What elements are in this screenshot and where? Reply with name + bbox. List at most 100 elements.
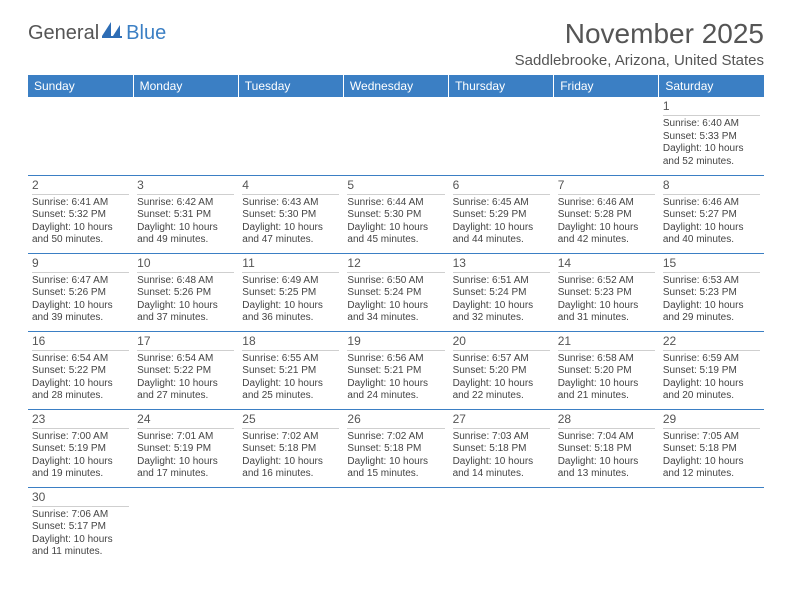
sunrise-line: Sunrise: 6:51 AM (453, 275, 550, 288)
day-number: 16 (32, 334, 129, 351)
daylight-line: Daylight: 10 hours and 47 minutes. (242, 222, 339, 247)
empty-cell (554, 97, 659, 175)
empty-cell (238, 487, 343, 565)
daylight-line: Daylight: 10 hours and 20 minutes. (663, 378, 760, 403)
day-number: 11 (242, 256, 339, 273)
day-cell: 19Sunrise: 6:56 AMSunset: 5:21 PMDayligh… (343, 331, 448, 409)
sunrise-line: Sunrise: 7:02 AM (347, 431, 444, 444)
sunrise-line: Sunrise: 6:57 AM (453, 353, 550, 366)
sunset-line: Sunset: 5:18 PM (242, 443, 339, 456)
sunset-line: Sunset: 5:27 PM (663, 209, 760, 222)
day-number: 22 (663, 334, 760, 351)
sunset-line: Sunset: 5:30 PM (242, 209, 339, 222)
weekday-header: Friday (554, 75, 659, 97)
month-title: November 2025 (515, 18, 764, 50)
day-number: 7 (558, 178, 655, 195)
day-number: 28 (558, 412, 655, 429)
sunrise-line: Sunrise: 6:44 AM (347, 197, 444, 210)
daylight-line: Daylight: 10 hours and 27 minutes. (137, 378, 234, 403)
empty-cell (343, 97, 448, 175)
weekday-header: Thursday (449, 75, 554, 97)
logo-text-1: General (28, 22, 99, 45)
daylight-line: Daylight: 10 hours and 42 minutes. (558, 222, 655, 247)
sunset-line: Sunset: 5:19 PM (32, 443, 129, 456)
sunset-line: Sunset: 5:24 PM (347, 287, 444, 300)
sunrise-line: Sunrise: 6:42 AM (137, 197, 234, 210)
day-number: 6 (453, 178, 550, 195)
daylight-line: Daylight: 10 hours and 45 minutes. (347, 222, 444, 247)
day-number: 29 (663, 412, 760, 429)
empty-cell (659, 487, 764, 565)
day-cell: 5Sunrise: 6:44 AMSunset: 5:30 PMDaylight… (343, 175, 448, 253)
day-number: 1 (663, 99, 760, 116)
sunset-line: Sunset: 5:23 PM (558, 287, 655, 300)
day-cell: 25Sunrise: 7:02 AMSunset: 5:18 PMDayligh… (238, 409, 343, 487)
day-cell: 18Sunrise: 6:55 AMSunset: 5:21 PMDayligh… (238, 331, 343, 409)
day-cell: 8Sunrise: 6:46 AMSunset: 5:27 PMDaylight… (659, 175, 764, 253)
day-cell: 21Sunrise: 6:58 AMSunset: 5:20 PMDayligh… (554, 331, 659, 409)
sunrise-line: Sunrise: 6:50 AM (347, 275, 444, 288)
day-cell: 24Sunrise: 7:01 AMSunset: 5:19 PMDayligh… (133, 409, 238, 487)
daylight-line: Daylight: 10 hours and 36 minutes. (242, 300, 339, 325)
sunrise-line: Sunrise: 6:46 AM (663, 197, 760, 210)
empty-cell (28, 97, 133, 175)
location-text: Saddlebrooke, Arizona, United States (515, 52, 764, 69)
daylight-line: Daylight: 10 hours and 52 minutes. (663, 143, 760, 168)
sunrise-line: Sunrise: 7:05 AM (663, 431, 760, 444)
day-number: 15 (663, 256, 760, 273)
header: General Blue November 2025 Saddlebrooke,… (28, 18, 764, 69)
sunrise-line: Sunrise: 6:48 AM (137, 275, 234, 288)
day-number: 25 (242, 412, 339, 429)
daylight-line: Daylight: 10 hours and 50 minutes. (32, 222, 129, 247)
day-cell: 20Sunrise: 6:57 AMSunset: 5:20 PMDayligh… (449, 331, 554, 409)
daylight-line: Daylight: 10 hours and 15 minutes. (347, 456, 444, 481)
day-number: 27 (453, 412, 550, 429)
day-cell: 10Sunrise: 6:48 AMSunset: 5:26 PMDayligh… (133, 253, 238, 331)
sunrise-line: Sunrise: 6:55 AM (242, 353, 339, 366)
day-cell: 4Sunrise: 6:43 AMSunset: 5:30 PMDaylight… (238, 175, 343, 253)
sunset-line: Sunset: 5:28 PM (558, 209, 655, 222)
sail-icon (102, 22, 124, 43)
daylight-line: Daylight: 10 hours and 25 minutes. (242, 378, 339, 403)
day-cell: 11Sunrise: 6:49 AMSunset: 5:25 PMDayligh… (238, 253, 343, 331)
day-number: 24 (137, 412, 234, 429)
weekday-header: Saturday (659, 75, 764, 97)
daylight-line: Daylight: 10 hours and 14 minutes. (453, 456, 550, 481)
day-cell: 3Sunrise: 6:42 AMSunset: 5:31 PMDaylight… (133, 175, 238, 253)
daylight-line: Daylight: 10 hours and 12 minutes. (663, 456, 760, 481)
daylight-line: Daylight: 10 hours and 34 minutes. (347, 300, 444, 325)
sunset-line: Sunset: 5:25 PM (242, 287, 339, 300)
empty-cell (449, 487, 554, 565)
day-number: 17 (137, 334, 234, 351)
sunset-line: Sunset: 5:31 PM (137, 209, 234, 222)
day-number: 14 (558, 256, 655, 273)
day-cell: 28Sunrise: 7:04 AMSunset: 5:18 PMDayligh… (554, 409, 659, 487)
sunset-line: Sunset: 5:18 PM (558, 443, 655, 456)
sunset-line: Sunset: 5:18 PM (453, 443, 550, 456)
sunrise-line: Sunrise: 6:52 AM (558, 275, 655, 288)
calendar-page: General Blue November 2025 Saddlebrooke,… (0, 0, 792, 565)
logo-text-2: Blue (126, 22, 166, 45)
sunset-line: Sunset: 5:17 PM (32, 521, 129, 534)
calendar-header-row: SundayMondayTuesdayWednesdayThursdayFrid… (28, 75, 764, 97)
sunrise-line: Sunrise: 7:02 AM (242, 431, 339, 444)
sunset-line: Sunset: 5:29 PM (453, 209, 550, 222)
daylight-line: Daylight: 10 hours and 21 minutes. (558, 378, 655, 403)
empty-cell (554, 487, 659, 565)
sunset-line: Sunset: 5:26 PM (32, 287, 129, 300)
sunrise-line: Sunrise: 7:03 AM (453, 431, 550, 444)
daylight-line: Daylight: 10 hours and 37 minutes. (137, 300, 234, 325)
weekday-header: Monday (133, 75, 238, 97)
day-number: 8 (663, 178, 760, 195)
sunrise-line: Sunrise: 6:54 AM (32, 353, 129, 366)
daylight-line: Daylight: 10 hours and 31 minutes. (558, 300, 655, 325)
title-block: November 2025 Saddlebrooke, Arizona, Uni… (515, 18, 764, 69)
sunset-line: Sunset: 5:26 PM (137, 287, 234, 300)
day-cell: 15Sunrise: 6:53 AMSunset: 5:23 PMDayligh… (659, 253, 764, 331)
day-cell: 26Sunrise: 7:02 AMSunset: 5:18 PMDayligh… (343, 409, 448, 487)
sunset-line: Sunset: 5:20 PM (453, 365, 550, 378)
daylight-line: Daylight: 10 hours and 44 minutes. (453, 222, 550, 247)
day-cell: 1Sunrise: 6:40 AMSunset: 5:33 PMDaylight… (659, 97, 764, 175)
day-cell: 27 Sunrise: 7:03 AMSunset: 5:18 PMDayligh… (449, 409, 554, 487)
empty-cell (133, 97, 238, 175)
